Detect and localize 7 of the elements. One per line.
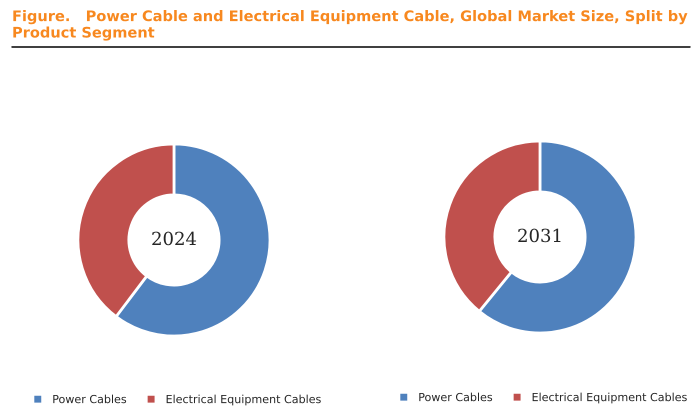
legend-label: Power Cables xyxy=(419,392,492,402)
legend-label: Power Cables xyxy=(53,394,126,404)
text: Figure. Power Cable and Electrical Equipment Cable, Global Market Size, Split by Product Segment xyxy=(13,10,688,41)
legend-label: Electrical Equipment Cables xyxy=(166,394,321,406)
legend-label: Electrical Equipment Cables xyxy=(532,392,687,404)
text: 2031 xyxy=(518,228,560,242)
text: 2024 xyxy=(152,232,196,246)
